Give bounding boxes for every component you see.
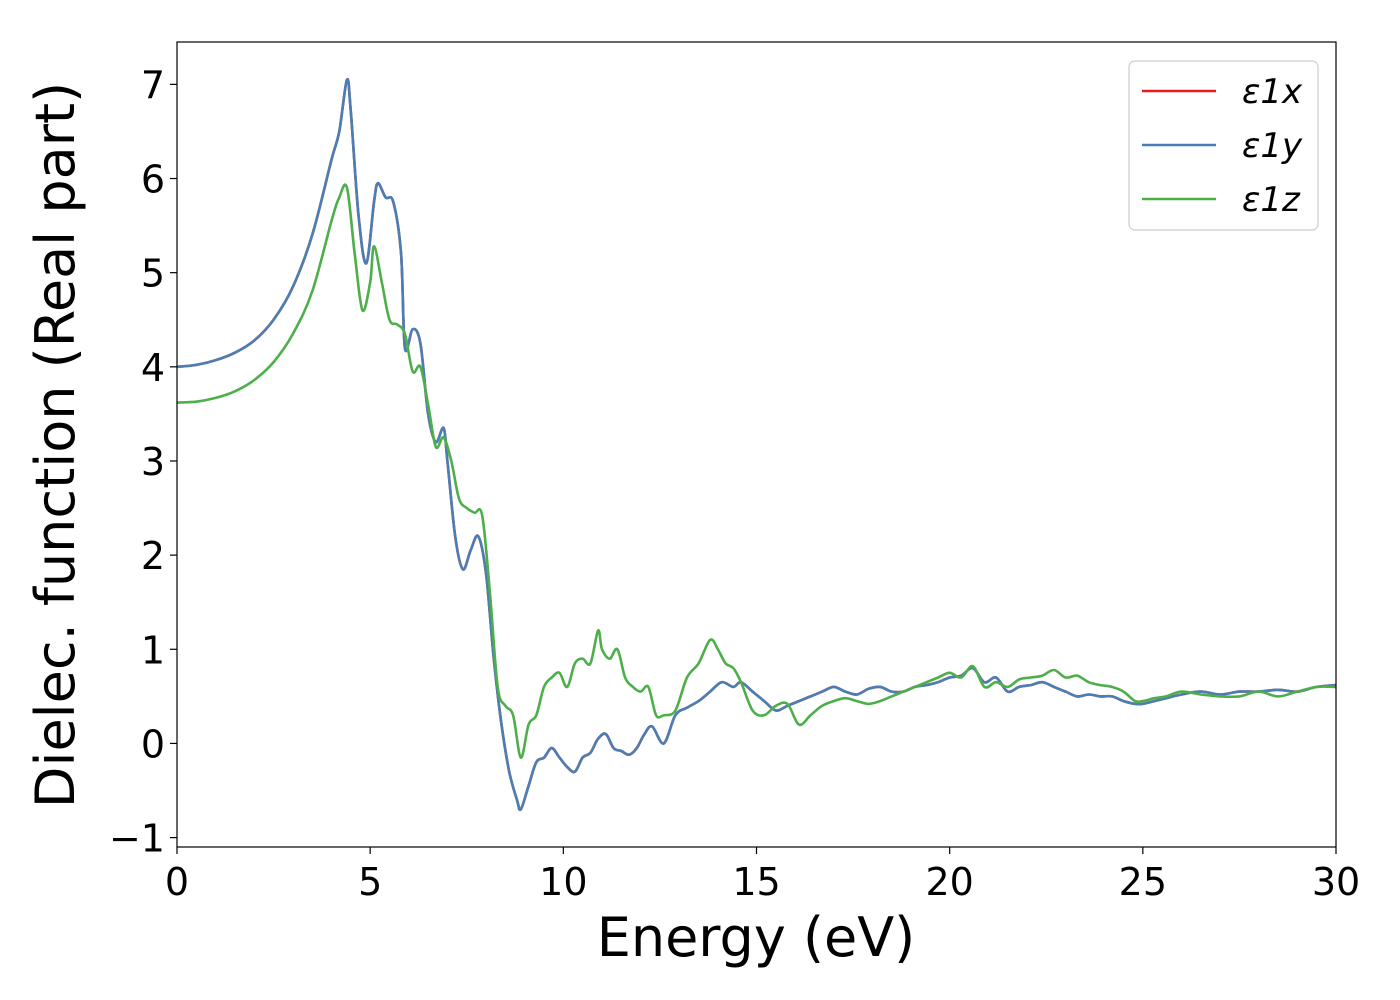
legend-label-2: ε1z [1242, 180, 1301, 220]
y-axis-label: Dielec. function (Real part) [24, 82, 87, 808]
legend-frame [1128, 60, 1319, 231]
x-tick-label: 30 [1312, 860, 1360, 904]
legend-items: ε1x ε1y ε1z [1142, 72, 1303, 220]
y-tick-label: 3 [141, 440, 165, 484]
legend-label-1: ε1y [1242, 126, 1303, 166]
y-tick-label: 1 [141, 628, 165, 672]
x-axis: 0 5 10 15 20 25 30 [165, 847, 1360, 904]
y-tick-label: 0 [141, 722, 165, 766]
y-tick-label: 4 [141, 346, 165, 390]
x-tick-label: 15 [732, 860, 780, 904]
series-line-2 [177, 183, 1336, 759]
y-tick-label: 6 [141, 158, 165, 202]
x-tick-label: 10 [539, 860, 587, 904]
y-tick-label: 5 [141, 252, 165, 296]
y-axis: −1 0 1 2 3 4 5 6 7 [109, 63, 177, 861]
series-line-1 [177, 77, 1336, 812]
x-tick-label: 20 [925, 860, 973, 904]
y-tick-label: −1 [109, 817, 165, 861]
legend-label-0: ε1x [1242, 72, 1303, 112]
y-tick-label: 2 [141, 534, 165, 578]
x-tick-label: 25 [1119, 860, 1167, 904]
series-layer [177, 77, 1336, 812]
x-tick-label: 5 [358, 860, 382, 904]
x-axis-label: Energy (eV) [597, 906, 916, 969]
legend: ε1x ε1y ε1z [1128, 60, 1319, 231]
y-tick-label: 7 [141, 63, 165, 107]
x-tick-label: 0 [165, 860, 189, 904]
